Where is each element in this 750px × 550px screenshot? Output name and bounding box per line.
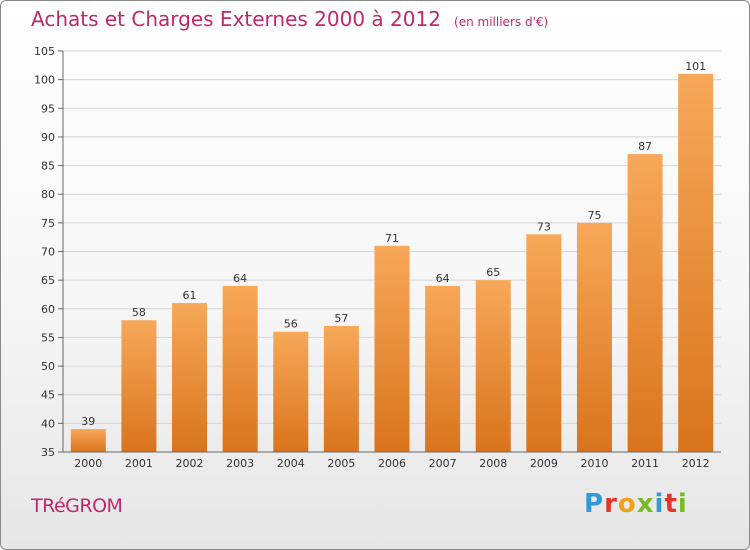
x-tick-label: 2008 — [479, 457, 507, 470]
data-label: 101 — [685, 60, 706, 73]
axes — [62, 51, 721, 453]
x-tick-label: 2000 — [74, 457, 102, 470]
x-tick-label: 2005 — [327, 457, 355, 470]
bar — [678, 73, 714, 453]
data-label: 64 — [436, 272, 450, 285]
logo-letter: o — [617, 489, 637, 519]
bar — [273, 331, 309, 452]
bar — [374, 245, 410, 452]
bar — [627, 154, 663, 452]
x-tick-label: 2004 — [277, 457, 305, 470]
bar — [526, 234, 562, 452]
bars: 39 58 61 64 56 57 71 64 65 73 75 87 101 — [70, 60, 714, 453]
y-axis-ticks: 35 40 45 50 55 60 65 70 75 80 85 90 95 100 105 — [34, 45, 63, 459]
data-label: 65 — [486, 266, 500, 279]
y-tick-label: 75 — [41, 217, 55, 230]
logo-letter: r — [604, 489, 618, 519]
logo-letter: P — [584, 489, 605, 519]
x-tick-label: 2007 — [429, 457, 457, 470]
proxiti-logo: Proxiti — [584, 489, 688, 519]
bar — [323, 325, 359, 452]
x-tick-label: 2010 — [580, 457, 608, 470]
data-label: 56 — [284, 318, 298, 331]
logo-letter: t — [664, 489, 678, 519]
logo-letter: i — [677, 489, 688, 519]
data-label: 39 — [81, 415, 95, 428]
x-tick-label: 2001 — [125, 457, 153, 470]
y-tick-label: 95 — [41, 102, 55, 115]
y-tick-label: 80 — [41, 188, 55, 201]
x-tick-label: 2006 — [378, 457, 406, 470]
bar — [576, 222, 612, 452]
title-row: Achats et Charges Externes 2000 à 2012 (… — [31, 7, 548, 31]
bar — [172, 303, 208, 452]
y-tick-label: 105 — [34, 45, 55, 58]
bar — [222, 285, 258, 452]
y-tick-label: 90 — [41, 131, 55, 144]
y-tick-label: 85 — [41, 160, 55, 173]
chart-subtitle: (en milliers d'€) — [454, 15, 549, 29]
y-tick-label: 40 — [41, 417, 55, 430]
logo-letter: i — [654, 489, 665, 519]
y-tick-label: 100 — [34, 74, 55, 87]
data-label: 71 — [385, 232, 399, 245]
chart-title: Achats et Charges Externes 2000 à 2012 — [31, 7, 441, 31]
bar — [70, 429, 106, 452]
y-tick-label: 50 — [41, 360, 55, 373]
data-label: 73 — [537, 220, 551, 233]
bar — [425, 285, 461, 452]
x-tick-label: 2003 — [226, 457, 254, 470]
x-tick-label: 2012 — [682, 457, 710, 470]
y-tick-label: 55 — [41, 331, 55, 344]
data-label: 58 — [132, 306, 146, 319]
commune-name: TRéGROM — [31, 495, 123, 517]
y-tick-label: 35 — [41, 446, 55, 459]
data-label: 75 — [587, 209, 601, 222]
x-tick-label: 2011 — [631, 457, 659, 470]
data-label: 61 — [183, 289, 197, 302]
data-label: 57 — [334, 312, 348, 325]
y-tick-label: 45 — [41, 389, 55, 402]
y-tick-label: 60 — [41, 303, 55, 316]
y-tick-label: 70 — [41, 246, 55, 259]
bar — [121, 320, 157, 452]
y-tick-label: 65 — [41, 274, 55, 287]
bar — [475, 280, 511, 452]
logo-letter: x — [636, 489, 655, 519]
x-tick-label: 2009 — [530, 457, 558, 470]
data-label: 64 — [233, 272, 247, 285]
x-axis-ticks: 2000 2001 2002 2003 2004 2005 2006 2007 2008 2009… — [74, 457, 709, 470]
x-tick-label: 2002 — [176, 457, 204, 470]
data-label: 87 — [638, 140, 652, 153]
